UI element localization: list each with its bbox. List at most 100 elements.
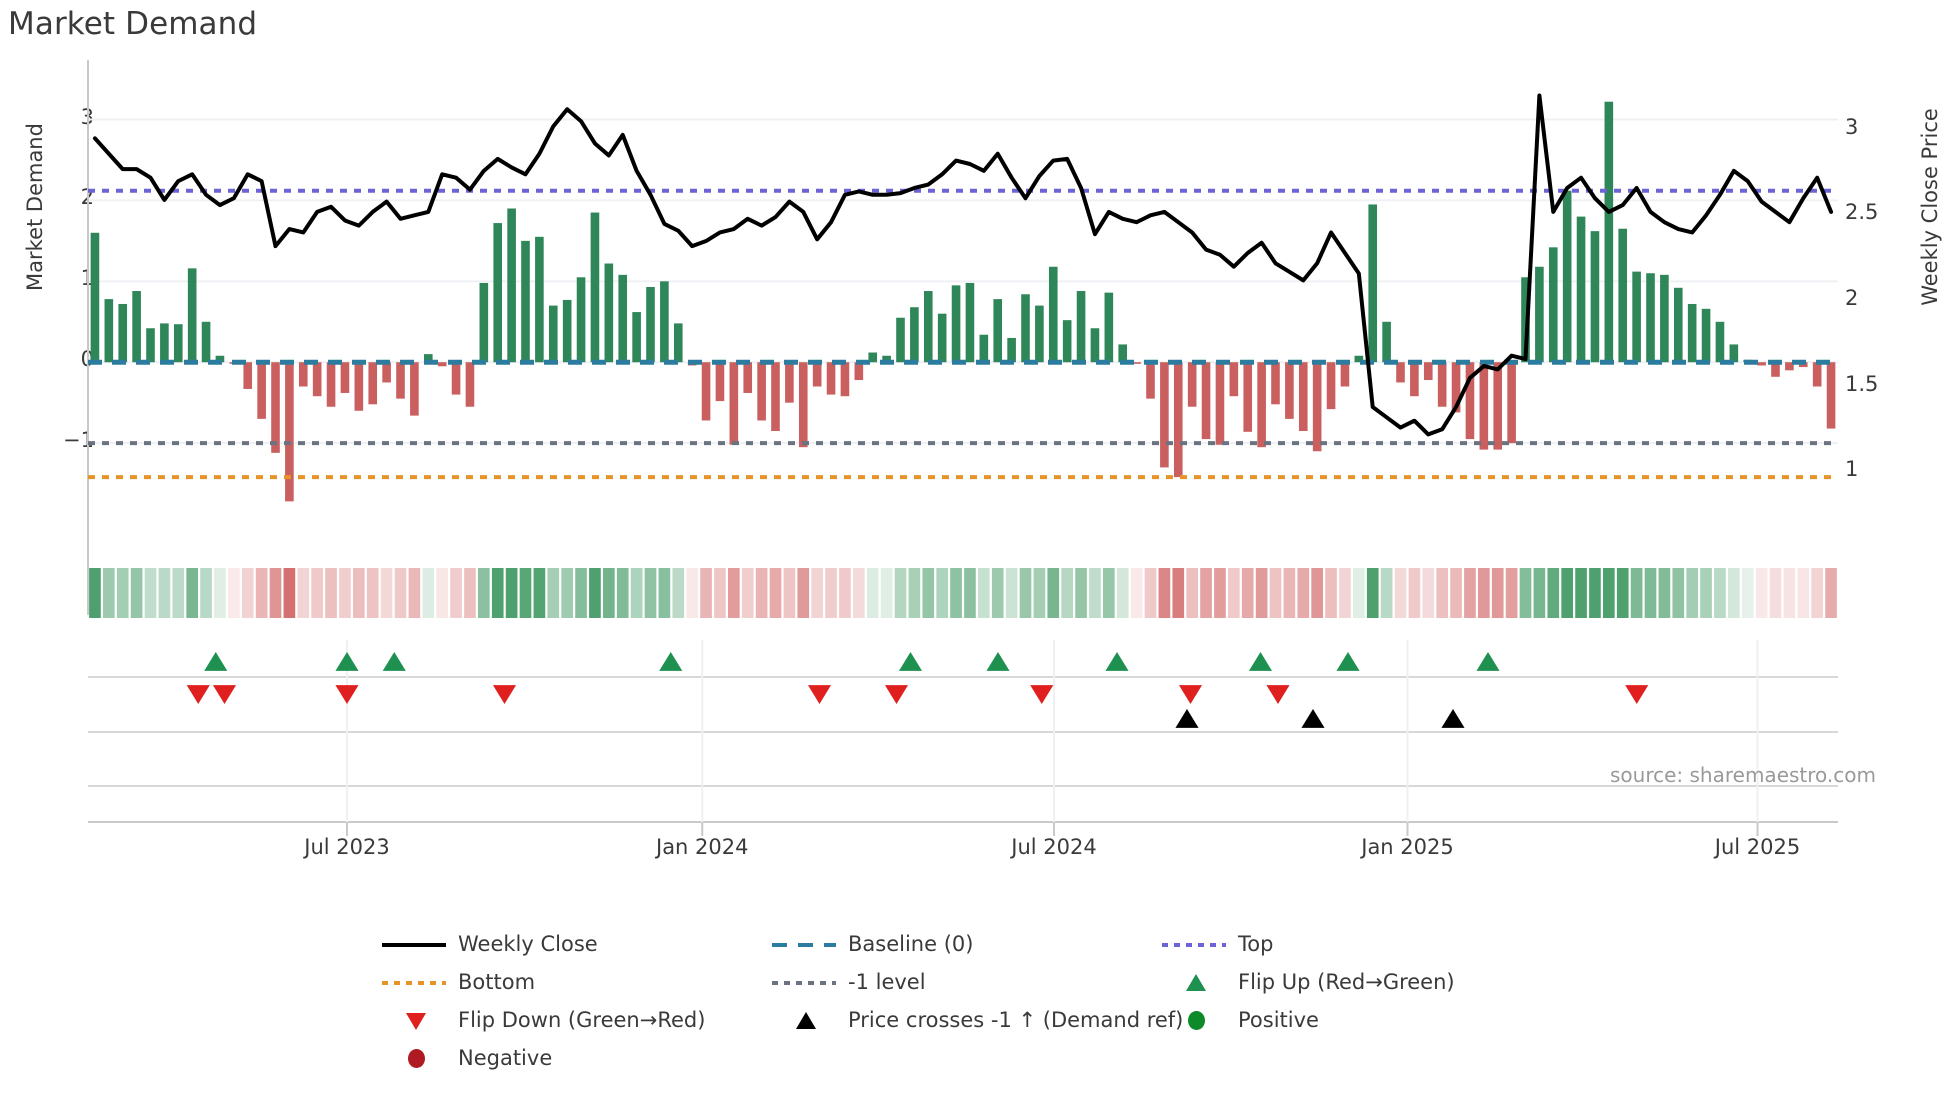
demand-bar — [298, 362, 308, 387]
demand-bar — [548, 305, 558, 363]
demand-bar — [173, 324, 183, 363]
heat-cell — [241, 568, 254, 618]
demand-bar — [1757, 362, 1766, 366]
dotted-line-icon — [382, 981, 446, 985]
demand-bar — [132, 291, 141, 363]
heat-cell — [1741, 568, 1754, 618]
heat-cell — [1297, 568, 1310, 618]
demand-bar — [854, 362, 864, 381]
demand-bar — [1521, 277, 1530, 363]
demand-bar — [243, 362, 253, 389]
heat-cell — [1366, 568, 1379, 618]
triangle-up-key — [770, 1008, 838, 1032]
heat-cell — [1116, 568, 1129, 618]
heat-cell — [1755, 568, 1768, 618]
y-tick-right: 1.5 — [1845, 371, 1879, 396]
heat-cell — [380, 568, 393, 618]
legend-item[interactable]: Bottom — [380, 963, 770, 1001]
legend-item[interactable]: -1 level — [770, 963, 1160, 1001]
heat-cell — [116, 568, 129, 618]
legend-label: -1 level — [848, 970, 926, 994]
demand-bar — [1410, 362, 1419, 397]
demand-bar — [465, 362, 475, 407]
demand-bar — [104, 299, 114, 363]
heat-cell — [1380, 568, 1393, 618]
legend-item[interactable]: Flip Up (Red→Green) — [1160, 963, 1560, 1001]
demand-bar — [618, 274, 628, 363]
demand-bar — [632, 312, 641, 363]
price-cross-marker — [1175, 709, 1199, 728]
x-tick: Jul 2024 — [1011, 835, 1097, 859]
heat-cell — [1450, 568, 1462, 618]
demand-bar — [840, 362, 850, 397]
heat-cell — [1769, 568, 1782, 618]
legend-item[interactable] — [770, 1039, 1160, 1077]
flip-down-marker — [884, 685, 909, 704]
demand-bar — [1146, 362, 1155, 399]
flip-up-marker — [659, 652, 683, 671]
legend-item[interactable]: Price crosses -1 ↑ (Demand ref) — [770, 1001, 1183, 1039]
heat-cell — [1589, 568, 1601, 618]
heat-cell — [172, 568, 185, 618]
heat-cell — [478, 568, 490, 618]
legend-item[interactable]: Negative — [380, 1039, 770, 1077]
heat-cell — [1005, 568, 1018, 618]
y-tick-right: 3 — [1845, 114, 1859, 139]
dotted-line-icon — [1162, 943, 1226, 947]
legend-label: Negative — [458, 1046, 553, 1070]
heat-cell — [1422, 568, 1435, 618]
heat-cell — [130, 568, 143, 618]
heat-cell — [797, 568, 810, 618]
demand-bar — [90, 232, 100, 363]
flip-down-marker — [1625, 685, 1649, 704]
price-cross-marker — [1441, 709, 1465, 728]
legend-row: Bottom -1 level Flip Up (Red→Green) — [380, 963, 1700, 1001]
demand-bar — [715, 362, 725, 402]
demand-bar — [423, 354, 433, 363]
heat-cell — [200, 568, 212, 618]
heat-cell — [547, 568, 560, 618]
solid-line-key — [380, 932, 448, 956]
demand-bar — [896, 317, 905, 363]
demand-bar — [1451, 362, 1461, 413]
heat-cell — [908, 568, 921, 618]
flip-up-marker — [898, 652, 923, 671]
heat-cell — [103, 568, 115, 618]
demand-bar — [868, 352, 878, 363]
heat-cell — [255, 568, 268, 618]
heat-cell — [1686, 568, 1698, 618]
demand-bar — [1785, 362, 1794, 371]
demand-bar — [1243, 362, 1253, 432]
demand-bar — [1368, 204, 1378, 363]
demand-bar — [590, 212, 600, 363]
event-markers — [186, 652, 1649, 728]
triangle-up-icon — [796, 1012, 816, 1029]
legend-item[interactable]: Positive — [1160, 1001, 1560, 1039]
demand-bar — [1062, 320, 1072, 363]
heat-cell — [728, 568, 740, 618]
demand-bar — [1618, 228, 1628, 363]
demand-bar — [965, 282, 975, 363]
demand-bar — [910, 307, 919, 363]
heat-cell — [658, 568, 671, 618]
legend-item[interactable] — [1160, 1039, 1560, 1077]
flip-up-marker — [1248, 652, 1273, 671]
dashed-line-icon — [772, 943, 836, 947]
dotted-line-key — [1160, 932, 1228, 956]
legend-item[interactable]: Weekly Close — [380, 925, 770, 963]
demand-bar — [576, 277, 586, 363]
demand-bar — [1382, 321, 1391, 363]
demand-bar — [1173, 362, 1183, 478]
demand-bar — [1104, 292, 1114, 363]
legend-item[interactable]: Flip Down (Green→Red) — [380, 1001, 770, 1039]
legend-item[interactable]: Baseline (0) — [770, 925, 1160, 963]
heat-cell — [1255, 568, 1268, 618]
legend-label: Flip Up (Red→Green) — [1238, 970, 1455, 994]
flip-down-marker — [807, 685, 832, 704]
heat-cell — [1478, 568, 1490, 618]
heat-cell — [1103, 568, 1115, 618]
heat-cell — [1353, 568, 1365, 618]
legend-item[interactable]: Top — [1160, 925, 1560, 963]
demand-bar — [1312, 362, 1322, 452]
x-tick: Jan 2025 — [1361, 835, 1454, 859]
